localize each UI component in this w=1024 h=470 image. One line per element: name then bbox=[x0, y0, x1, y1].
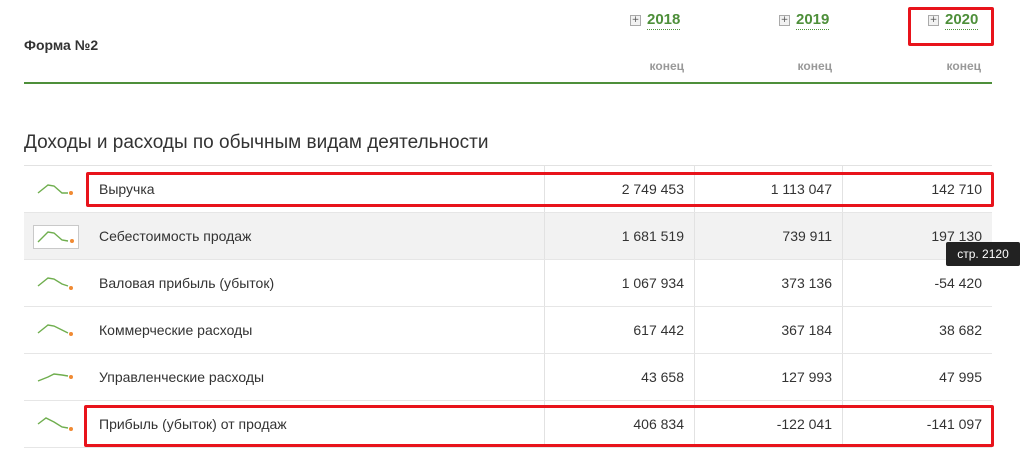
year-toggle-2019[interactable]: + 2019 bbox=[779, 11, 830, 30]
value-2018: 43 658 bbox=[544, 354, 694, 400]
value-2019: 373 136 bbox=[694, 260, 842, 306]
value-2018: 1 067 934 bbox=[544, 260, 694, 306]
value-2018: 1 681 519 bbox=[544, 213, 694, 259]
expand-icon[interactable]: + bbox=[928, 15, 939, 26]
sparkline-icon[interactable] bbox=[34, 179, 78, 199]
sparkline-icon[interactable] bbox=[34, 320, 78, 340]
value-2020: -54 420 bbox=[842, 260, 992, 306]
sparkline-icon[interactable] bbox=[34, 273, 78, 293]
header-divider bbox=[24, 82, 992, 84]
value-2018: 2 749 453 bbox=[544, 166, 694, 212]
form-title: Форма №2 bbox=[24, 37, 99, 53]
value-2019: 1 113 047 bbox=[694, 166, 842, 212]
financial-table: Выручка 2 749 453 1 113 047 142 710 Себе… bbox=[24, 165, 992, 448]
year-label-2019[interactable]: 2019 bbox=[796, 11, 830, 30]
value-2020: -141 097 bbox=[842, 401, 992, 447]
year-label-2020[interactable]: 2020 bbox=[945, 11, 979, 30]
row-label: Управленческие расходы bbox=[99, 369, 265, 385]
row-label: Прибыль (убыток) от продаж bbox=[99, 416, 287, 432]
row-label: Валовая прибыль (убыток) bbox=[99, 275, 275, 291]
value-2019: 127 993 bbox=[694, 354, 842, 400]
section-title: Доходы и расходы по обычным видам деятел… bbox=[24, 132, 489, 153]
value-2020: 142 710 bbox=[842, 166, 992, 212]
table-row: Валовая прибыль (убыток) 1 067 934 373 1… bbox=[24, 260, 992, 307]
highlight-profit-row bbox=[84, 405, 994, 447]
table-row: Выручка 2 749 453 1 113 047 142 710 bbox=[24, 166, 992, 213]
row-label: Выручка bbox=[99, 181, 155, 197]
value-2020: 47 995 bbox=[842, 354, 992, 400]
sparkline-icon[interactable] bbox=[34, 414, 78, 434]
line-code-tooltip: стр. 2120 bbox=[946, 242, 1020, 266]
value-2019: -122 041 bbox=[694, 401, 842, 447]
period-label-2018: конец bbox=[649, 59, 684, 73]
sparkline-icon[interactable] bbox=[34, 367, 78, 387]
year-toggle-2020[interactable]: + 2020 bbox=[928, 11, 979, 30]
expand-icon[interactable]: + bbox=[779, 15, 790, 26]
period-label-2019: конец bbox=[797, 59, 832, 73]
table-row: Прибыль (убыток) от продаж 406 834 -122 … bbox=[24, 401, 992, 448]
value-2018: 617 442 bbox=[544, 307, 694, 353]
value-2020: 197 130 bbox=[842, 213, 992, 259]
value-2020: 38 682 bbox=[842, 307, 992, 353]
value-2018: 406 834 bbox=[544, 401, 694, 447]
table-row: Коммерческие расходы 617 442 367 184 38 … bbox=[24, 307, 992, 354]
sparkline-icon[interactable] bbox=[33, 225, 79, 249]
table-header: Форма №2 + 2018 + 2019 + 2020 конец коне… bbox=[0, 0, 1024, 84]
expand-icon[interactable]: + bbox=[630, 15, 641, 26]
highlight-revenue-row bbox=[86, 172, 994, 207]
value-2019: 367 184 bbox=[694, 307, 842, 353]
table-row: Себестоимость продаж 1 681 519 739 911 1… bbox=[24, 213, 992, 260]
value-2019: 739 911 bbox=[694, 213, 842, 259]
year-label-2018[interactable]: 2018 bbox=[647, 11, 681, 30]
period-label-2020: конец bbox=[946, 59, 981, 73]
year-toggle-2018[interactable]: + 2018 bbox=[630, 11, 681, 30]
row-label: Себестоимость продаж bbox=[99, 228, 252, 244]
row-label: Коммерческие расходы bbox=[99, 322, 253, 338]
highlight-year-2020 bbox=[908, 7, 994, 46]
table-row: Управленческие расходы 43 658 127 993 47… bbox=[24, 354, 992, 401]
